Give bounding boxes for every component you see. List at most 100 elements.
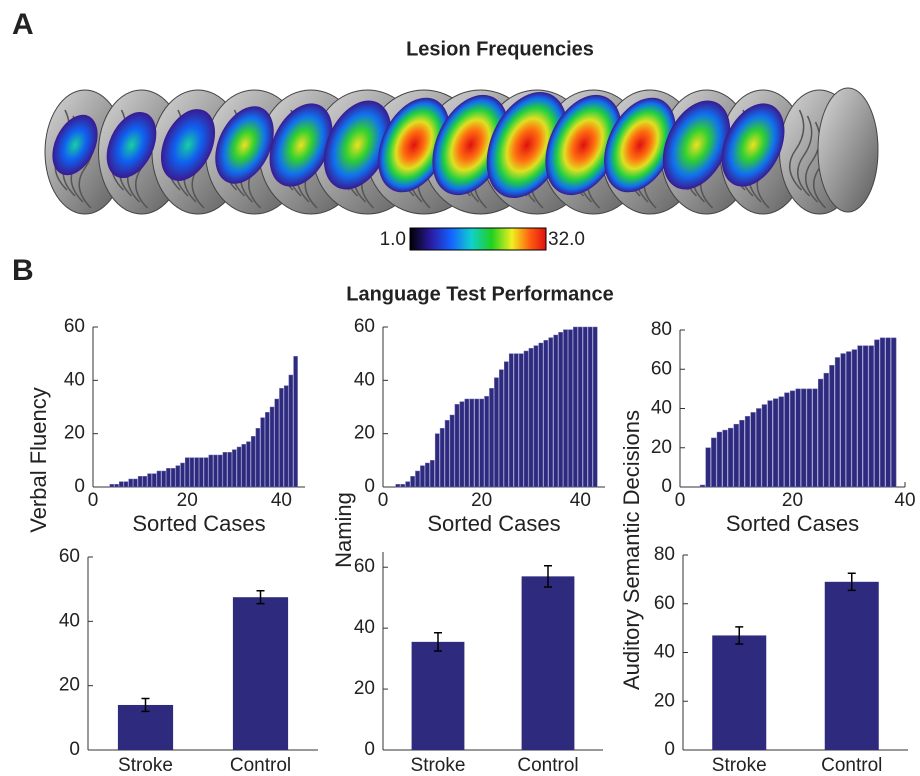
bar [181,463,185,487]
bar [544,340,548,487]
y-tick-label: 40 [654,642,675,663]
x-tick-label: 20 [471,490,492,511]
bar [246,442,250,487]
bar [232,450,236,487]
bar [460,402,464,487]
bar [825,582,879,750]
bar [256,428,260,487]
bar [524,351,528,487]
bar [406,482,410,487]
bar [115,484,119,487]
bar [796,389,801,487]
bar [514,354,518,487]
x-tick-label: 0 [88,490,99,511]
bar [509,354,513,487]
panel-title: Lesion Frequencies [406,38,594,60]
bar [711,438,716,487]
bar [185,458,189,487]
bar [143,476,147,487]
bar [593,327,597,487]
bar [745,416,750,487]
bar [251,436,255,487]
bar [723,430,728,487]
figure: A Lesion Frequencies 1.0 32.0 B Language… [0,0,920,776]
bar [401,484,405,487]
bar [891,338,896,487]
bar [440,428,444,487]
x-axis-label: Sorted Cases [132,511,265,536]
y-tick-label: 20 [59,675,80,696]
bar [157,471,161,487]
bar [214,455,218,487]
x-tick-label: 0 [675,490,686,511]
bar [818,379,823,487]
bar [465,399,469,487]
bar [863,346,868,487]
colorbar-max: 32.0 [548,229,585,250]
y-tick-label: 20 [654,690,675,711]
bar [270,407,274,487]
panel-label: A [12,8,34,41]
bar [734,424,739,487]
y-tick-label: 0 [661,476,672,497]
bar [289,375,293,487]
x-axis-label: Sorted Cases [726,511,859,536]
bar [129,479,133,487]
bar [489,388,493,487]
bar [785,393,790,487]
bar [415,471,419,487]
bar [261,418,265,487]
y-tick-label: 80 [654,544,675,565]
x-tick-label: Stroke [712,755,767,776]
y-tick-label: 60 [354,316,375,337]
y-tick-label: 40 [354,369,375,390]
bar [396,484,400,487]
bar [563,330,567,487]
bar [450,415,454,487]
x-tick-label: 0 [378,490,389,511]
bar [824,373,829,487]
brain-slices [43,79,878,214]
y-tick-label: 20 [651,437,672,458]
bar [162,471,166,487]
x-tick-label: 40 [271,490,292,511]
bar [494,378,498,487]
y-tick-label: 0 [664,739,675,760]
bar [756,409,761,488]
bar [712,635,766,750]
x-tick-label: Stroke [118,755,173,776]
y-tick-label: 20 [64,423,85,444]
bar [751,412,756,487]
bar [858,346,863,487]
bar [420,466,424,487]
bar [539,343,543,487]
x-tick-label: Stroke [411,755,466,776]
bar [485,396,489,487]
y-tick-label: 60 [654,593,675,614]
bar [559,332,563,487]
panel-label: B [12,254,34,287]
bar [886,338,891,487]
bar [124,482,128,487]
bar [171,468,175,487]
bar [852,350,857,487]
bar [242,444,246,487]
y-tick-label: 0 [74,476,85,497]
panel-title: Language Test Performance [346,283,613,305]
y-tick-label: 60 [651,358,672,379]
colorbar-min: 1.0 [380,229,406,250]
bar [148,474,152,487]
x-tick-label: 20 [782,490,803,511]
bar [869,346,874,487]
bar [425,463,429,487]
y-tick-label: 0 [364,476,375,497]
y-tick-label: 20 [354,678,375,699]
bar [195,458,199,487]
bar [435,434,439,487]
bar [480,399,484,487]
bar [455,404,459,487]
bar [522,576,575,750]
bar [549,338,553,487]
y-tick-label: 40 [651,398,672,419]
bar [740,420,745,487]
